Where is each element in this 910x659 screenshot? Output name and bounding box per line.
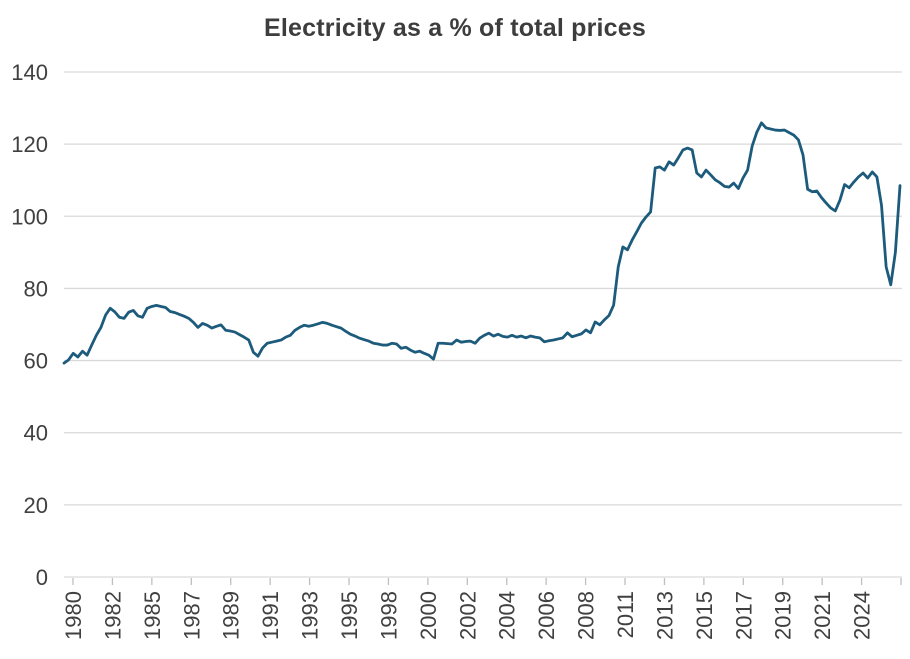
y-axis-label: 100 (11, 204, 48, 229)
x-axis-label: 1991 (258, 591, 283, 640)
y-axis-label: 80 (24, 276, 48, 301)
x-axis-label: 1998 (376, 591, 401, 640)
x-axis-label: 2000 (416, 591, 441, 640)
x-axis-label: 1982 (100, 591, 125, 640)
x-axis-label: 2002 (455, 591, 480, 640)
x-axis-label: 1985 (140, 591, 165, 640)
x-axis-label: 2019 (771, 591, 796, 640)
data-line-electricity-share (62, 121, 902, 365)
x-axis-label: 1987 (179, 591, 204, 640)
y-axis-label: 120 (11, 132, 48, 157)
x-axis-label: 2004 (495, 591, 520, 640)
x-axis-label: 2017 (731, 591, 756, 640)
chart-title: Electricity as a % of total prices (264, 14, 646, 42)
y-axis-label: 40 (24, 421, 48, 446)
x-axis-label: 2024 (850, 591, 875, 640)
x-axis-label: 2015 (692, 591, 717, 640)
x-axis-label: 1995 (337, 591, 362, 640)
x-axis-label: 2021 (810, 591, 835, 640)
y-axis-label: 60 (24, 349, 48, 374)
x-axis-label: 1989 (219, 591, 244, 640)
x-axis-label: 1993 (298, 591, 323, 640)
x-axis-label: 2006 (534, 591, 559, 640)
x-axis-label: 2011 (613, 591, 638, 638)
y-axis-label: 0 (36, 565, 48, 590)
x-axis-label: 2013 (652, 591, 677, 640)
y-axis-label: 140 (11, 60, 48, 85)
x-axis-label: 2008 (574, 591, 599, 640)
y-axis-label: 20 (24, 493, 48, 518)
x-axis-label: 1980 (61, 591, 86, 640)
